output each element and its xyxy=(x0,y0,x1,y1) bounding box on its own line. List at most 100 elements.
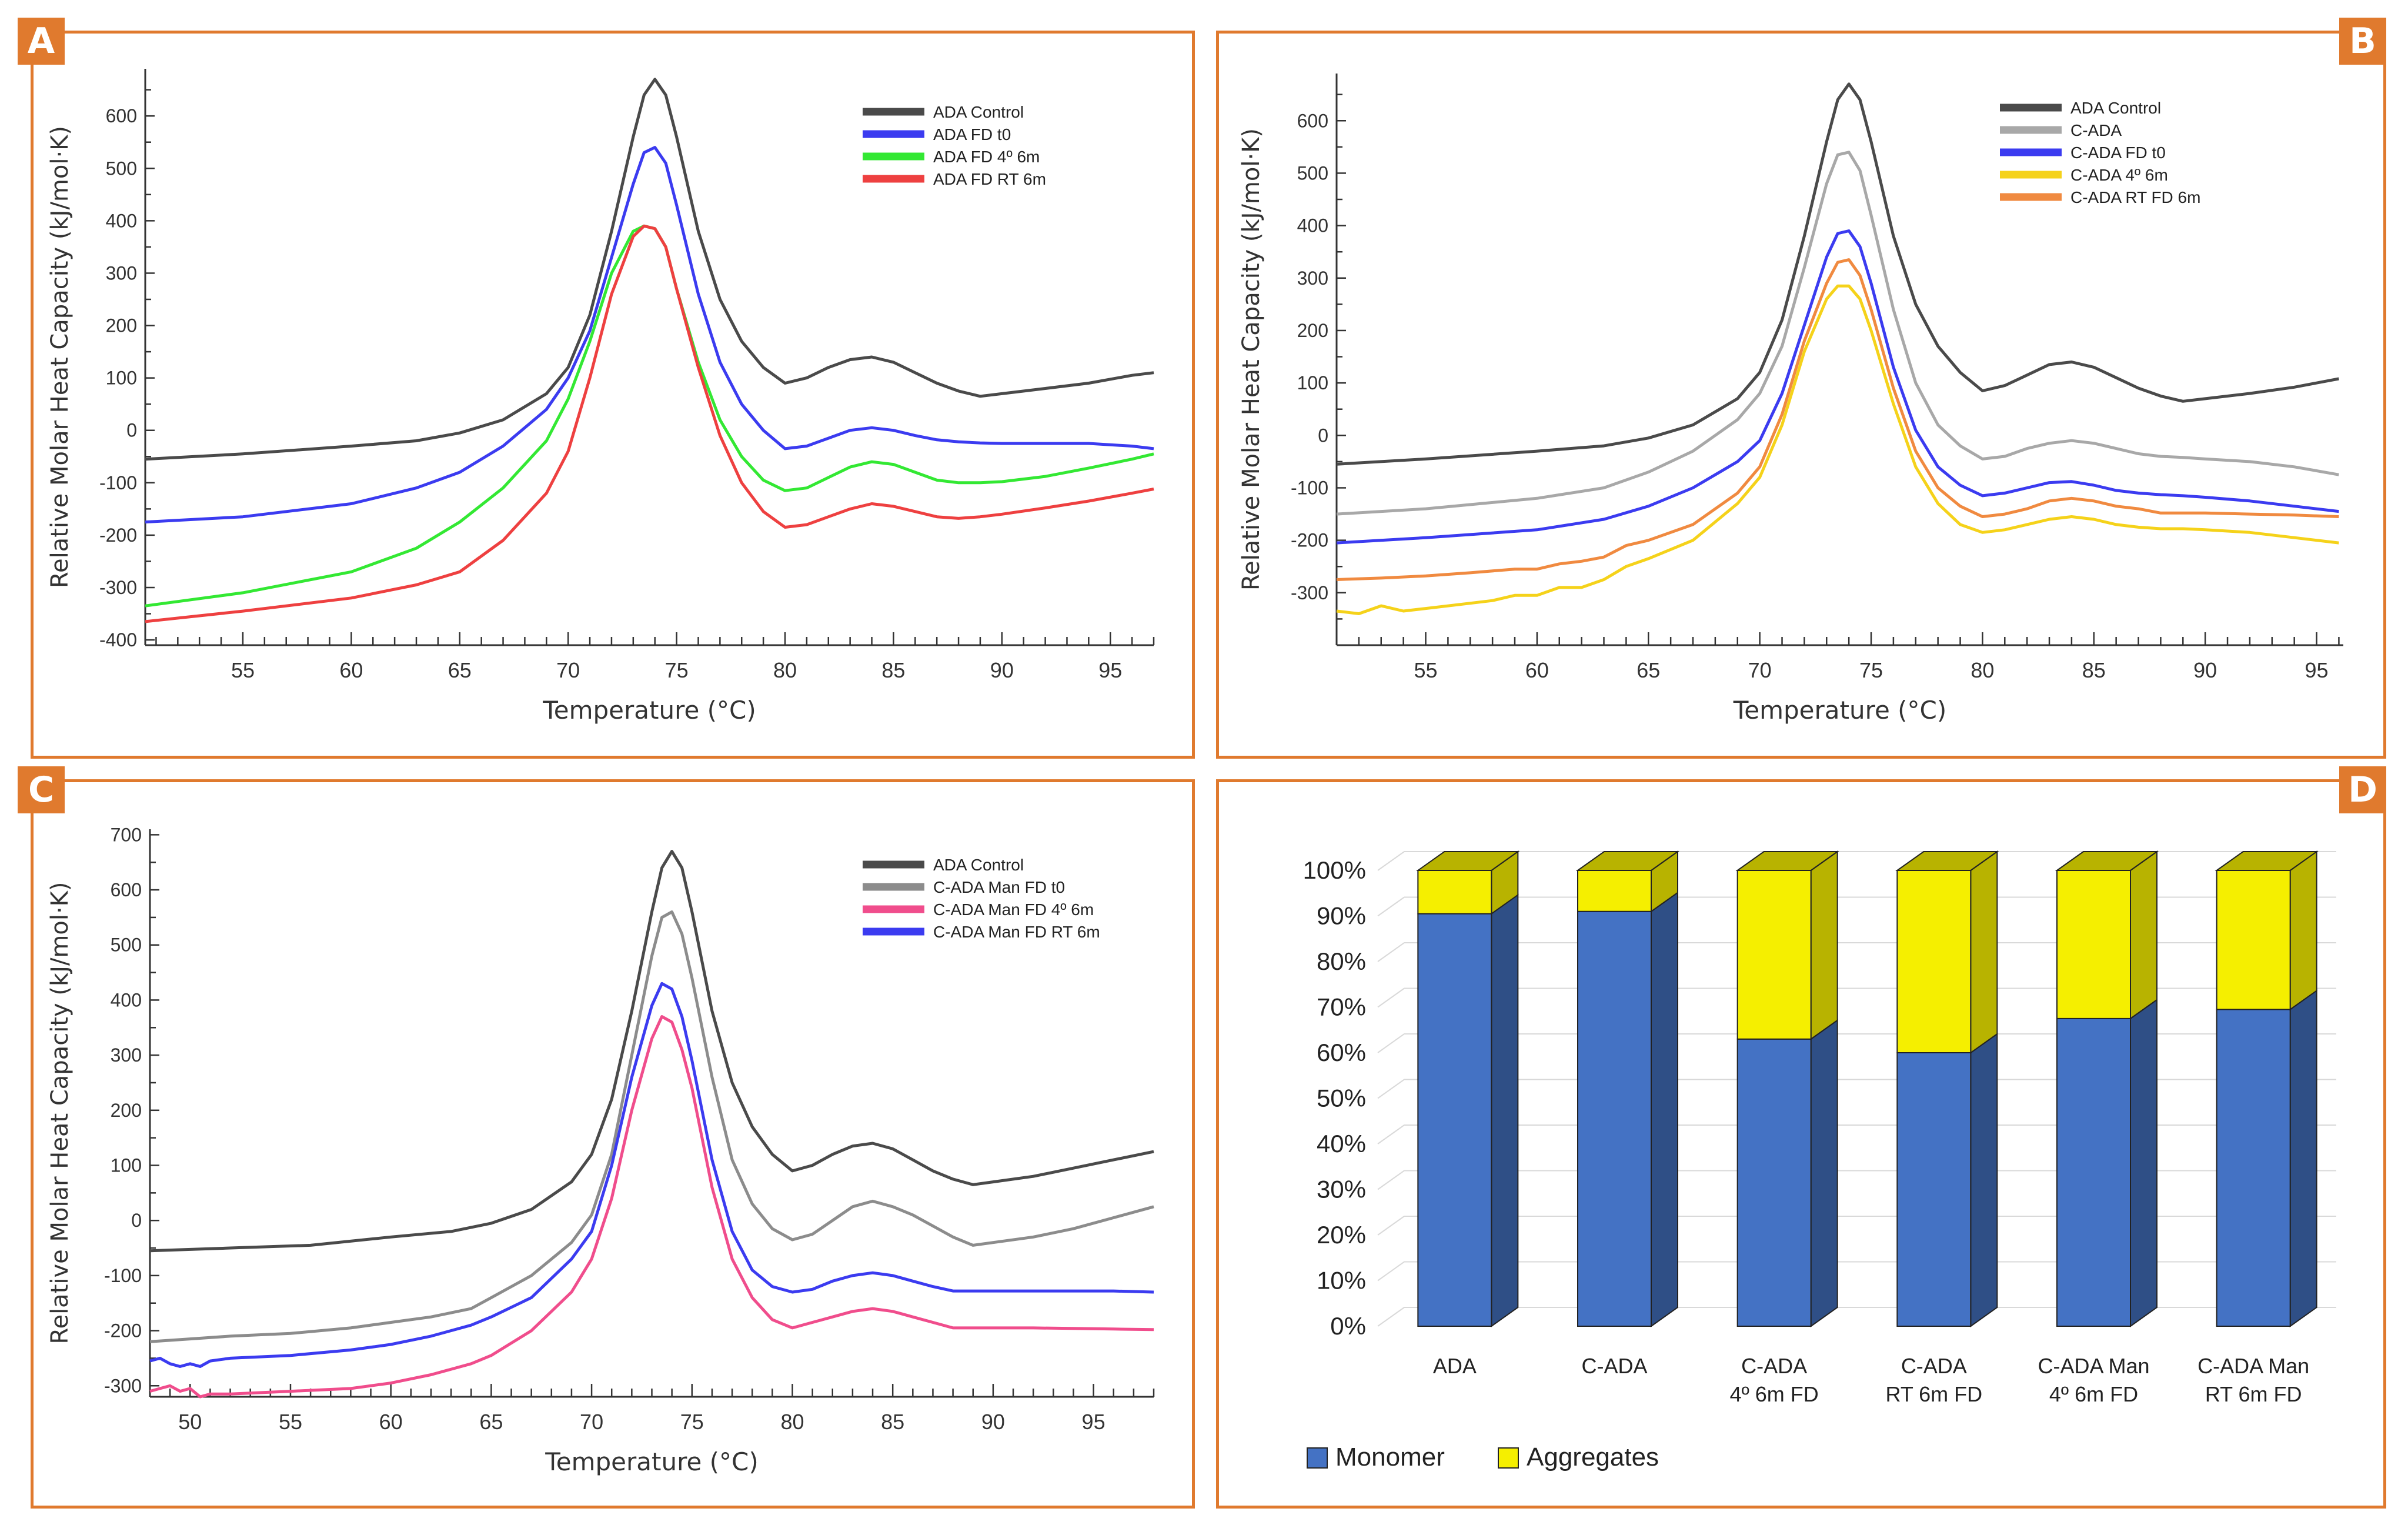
a-x-tick-label: 65 xyxy=(448,658,472,682)
d-bar-monomer xyxy=(2216,1009,2291,1327)
a-y-tick-label: 200 xyxy=(106,315,137,336)
d-y-tick-label: 30% xyxy=(1317,1176,1366,1203)
d-category-label: RT 6m FD xyxy=(1885,1382,1982,1406)
c-y-tick-label: 700 xyxy=(111,824,142,845)
d-y-tick-label: 90% xyxy=(1317,902,1366,930)
chart-a: 55 60 65 70 75 80 85 90 95 -400 -300 -200 -100 0 100 20… xyxy=(46,69,1155,725)
c-x-tick-label: 60 xyxy=(379,1410,403,1434)
c-x-tick-label: 80 xyxy=(780,1410,804,1434)
d-bar-top xyxy=(2055,851,2159,871)
a-legend-label: ADA FD t0 xyxy=(933,125,1011,144)
d-bar-side-monomer xyxy=(1491,893,1519,1327)
b-x-axis-title: Temperature (°C) xyxy=(1733,696,1947,725)
d-category-label: ADA xyxy=(1433,1354,1477,1378)
d-bar-top xyxy=(2215,851,2319,871)
b-y-axis-title: Relative Molar Heat Capacity (kJ/mol·K) xyxy=(1238,128,1265,590)
c-series-line xyxy=(149,910,1154,1343)
a-y-tick-label: -300 xyxy=(99,577,137,598)
c-x-tick-label: 95 xyxy=(1082,1410,1106,1434)
d-bar-aggregates xyxy=(1417,870,1492,915)
b-y-tick-label: 500 xyxy=(1297,162,1328,183)
c-y-tick-label: 500 xyxy=(111,935,142,956)
b-x-tick-label: 55 xyxy=(1414,658,1437,682)
a-legend-label: ADA FD 4º 6m xyxy=(933,148,1040,166)
panel-c: 50 55 60 65 70 75 80 85 90 95 -300 -200 -100 0 100 200 3… xyxy=(31,779,1195,1509)
d-bar-monomer xyxy=(2056,1017,2131,1327)
b-legend-label: C-ADA 4º 6m xyxy=(2070,166,2168,184)
d-bar-side-monomer xyxy=(1810,1019,1838,1327)
c-legend-label: ADA Control xyxy=(933,856,1024,874)
b-y-tick-label: 600 xyxy=(1297,110,1328,131)
d-bar-top xyxy=(1895,851,1999,871)
c-x-tick-label: 90 xyxy=(981,1410,1005,1434)
a-y-tick-label: 500 xyxy=(106,158,137,179)
a-x-axis-title: Temperature (°C) xyxy=(542,696,756,725)
b-x-tick-label: 90 xyxy=(2193,658,2217,682)
d-category-label: 4º 6m FD xyxy=(2049,1382,2138,1406)
a-x-tick-label: 80 xyxy=(773,658,797,682)
b-x-tick-label: 65 xyxy=(1636,658,1660,682)
c-y-tick-label: -300 xyxy=(104,1375,142,1396)
a-series-line xyxy=(145,146,1154,524)
b-x-tick-label: 80 xyxy=(1971,658,1994,682)
b-legend-label: C-ADA FD t0 xyxy=(2070,144,2166,162)
d-category-label: 4º 6m FD xyxy=(1730,1382,1819,1406)
d-gridline-depth xyxy=(1377,1124,1405,1144)
d-category-label: C-ADA Man xyxy=(2038,1354,2149,1378)
c-y-axis-title: Relative Molar Heat Capacity (kJ/mol·K) xyxy=(46,882,74,1344)
c-x-tick-label: 55 xyxy=(279,1410,302,1434)
d-y-tick-label: 10% xyxy=(1317,1267,1366,1294)
b-y-tick-label: 400 xyxy=(1297,215,1328,236)
b-x-tick-label: 85 xyxy=(2082,658,2106,682)
d-y-tick-label: 40% xyxy=(1317,1130,1366,1157)
c-legend-label: C-ADA Man FD RT 6m xyxy=(933,923,1100,941)
d-gridline-depth xyxy=(1377,896,1405,917)
panel-letter-b: B xyxy=(2339,18,2386,65)
chart-b: 55 60 65 70 75 80 85 90 95 -300 -200 -100 0 100 200 300… xyxy=(1238,74,2343,725)
a-x-tick-label: 90 xyxy=(990,658,1014,682)
d-gridline-depth xyxy=(1377,851,1405,871)
d-y-tick-label: 80% xyxy=(1317,947,1366,975)
d-gridline-depth xyxy=(1377,1079,1405,1099)
a-y-tick-label: 0 xyxy=(126,420,137,441)
b-series-line xyxy=(1336,284,2339,615)
d-gridline-depth xyxy=(1377,1033,1405,1053)
a-x-tick-label: 75 xyxy=(665,658,689,682)
a-y-axis-title: Relative Molar Heat Capacity (kJ/mol·K) xyxy=(46,126,74,588)
d-bar-side-monomer xyxy=(2130,998,2157,1327)
d-bar-side-monomer xyxy=(1651,891,1678,1327)
c-y-tick-label: 400 xyxy=(111,989,142,1010)
d-bar-side-aggregates xyxy=(2130,850,2157,1020)
b-y-tick-label: 0 xyxy=(1318,425,1328,446)
b-series-line xyxy=(1336,229,2339,545)
a-y-tick-label: -200 xyxy=(99,525,137,546)
a-series-line xyxy=(145,78,1154,461)
d-bar-top xyxy=(1735,851,1839,871)
c-series-line xyxy=(149,1015,1154,1399)
d-bar-top xyxy=(1575,851,1680,871)
d-y-tick-label: 70% xyxy=(1317,993,1366,1021)
b-y-tick-label: 300 xyxy=(1297,268,1328,289)
c-x-tick-label: 65 xyxy=(479,1410,503,1434)
d-legend-label: Monomer xyxy=(1335,1443,1445,1471)
b-x-tick-label: 70 xyxy=(1748,658,1772,682)
c-y-tick-label: 300 xyxy=(111,1045,142,1066)
c-x-tick-label: 85 xyxy=(881,1410,904,1434)
chart-c: 50 55 60 65 70 75 80 85 90 95 -300 -200 -100 0 100 200 3… xyxy=(46,824,1155,1476)
d-category-label: C-ADA xyxy=(1581,1354,1647,1378)
d-bar-aggregates xyxy=(1736,870,1812,1040)
d-bar-side-aggregates xyxy=(1810,850,1838,1040)
a-series-line xyxy=(145,224,1154,608)
d-y-tick-label: 20% xyxy=(1317,1221,1366,1249)
panel-letter-c: C xyxy=(18,766,65,813)
b-y-tick-label: 100 xyxy=(1297,372,1328,393)
b-series-line xyxy=(1336,82,2339,466)
b-series-line xyxy=(1336,258,2339,581)
b-y-tick-label: -300 xyxy=(1291,582,1328,603)
b-y-tick-label: 200 xyxy=(1297,320,1328,341)
d-y-tick-label: 60% xyxy=(1317,1039,1366,1066)
a-y-tick-label: -400 xyxy=(99,629,137,650)
d-gridline-depth xyxy=(1377,1307,1405,1327)
d-gridline-depth xyxy=(1377,1170,1405,1190)
d-bar-aggregates xyxy=(1577,870,1652,912)
